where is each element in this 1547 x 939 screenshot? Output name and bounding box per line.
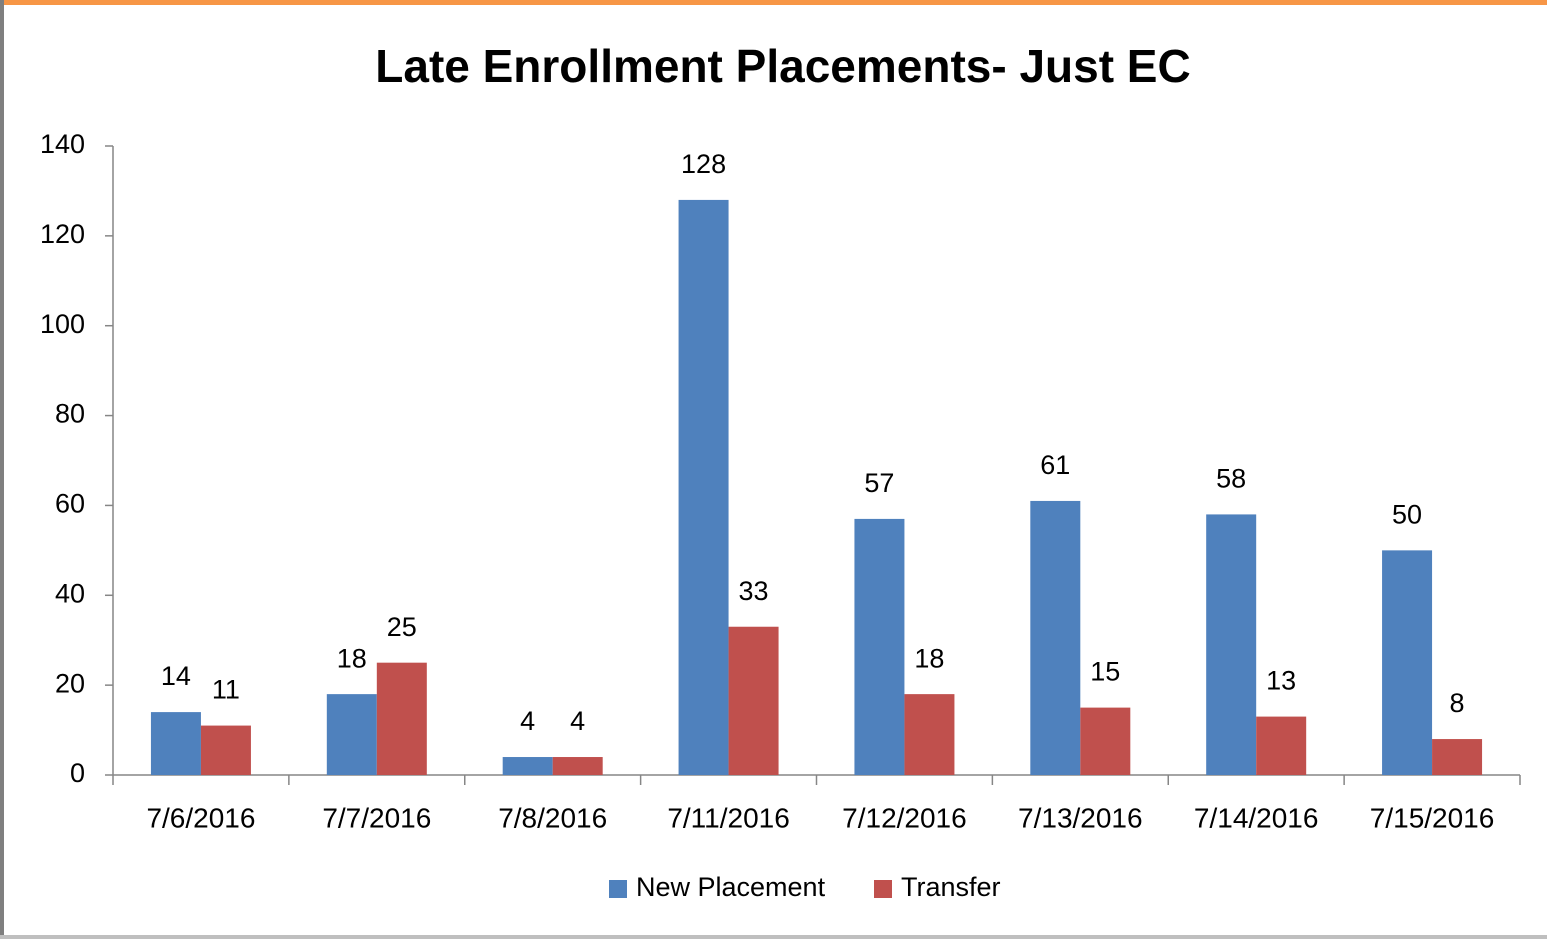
y-tick-label: 80 bbox=[55, 399, 85, 429]
x-tick-label: 7/11/2016 bbox=[667, 802, 790, 833]
data-label: 58 bbox=[1216, 464, 1246, 494]
y-tick-label: 40 bbox=[55, 578, 85, 608]
x-tick-label: 7/14/2016 bbox=[1194, 802, 1319, 833]
data-label: 57 bbox=[864, 468, 894, 498]
x-tick-label: 7/15/2016 bbox=[1370, 802, 1495, 833]
data-label: 8 bbox=[1450, 688, 1465, 718]
y-tick-label: 60 bbox=[55, 489, 85, 519]
bar bbox=[1080, 707, 1131, 775]
y-tick-label: 140 bbox=[40, 129, 85, 159]
y-tick-label: 0 bbox=[70, 758, 85, 788]
data-label: 50 bbox=[1392, 499, 1422, 529]
bar bbox=[678, 199, 729, 775]
bar bbox=[200, 725, 251, 775]
bar bbox=[326, 694, 377, 775]
data-label: 14 bbox=[161, 661, 191, 691]
top-border bbox=[0, 0, 1547, 5]
x-tick-label: 7/8/2016 bbox=[498, 802, 607, 833]
x-tick-label: 7/6/2016 bbox=[146, 802, 255, 833]
data-label: 128 bbox=[681, 149, 726, 179]
x-tick-label: 7/12/2016 bbox=[842, 802, 967, 833]
data-label: 18 bbox=[337, 643, 367, 673]
bar bbox=[1030, 500, 1081, 775]
bar bbox=[904, 694, 955, 775]
bar bbox=[376, 662, 427, 775]
data-label: 11 bbox=[212, 675, 240, 705]
legend-label: New Placement bbox=[636, 872, 826, 902]
bar bbox=[1206, 514, 1257, 775]
data-label: 4 bbox=[520, 706, 535, 736]
left-border bbox=[0, 0, 4, 939]
bar bbox=[1432, 739, 1483, 775]
legend-swatch bbox=[874, 880, 892, 898]
legend-swatch bbox=[609, 880, 627, 898]
bar bbox=[552, 757, 603, 775]
chart-title: Late Enrollment Placements- Just EC bbox=[375, 40, 1190, 92]
data-label: 4 bbox=[570, 706, 585, 736]
x-tick-label: 7/13/2016 bbox=[1018, 802, 1143, 833]
data-label: 25 bbox=[387, 612, 417, 642]
y-tick-label: 20 bbox=[55, 668, 85, 698]
bar bbox=[728, 626, 779, 775]
bar bbox=[502, 757, 553, 775]
bar bbox=[1382, 550, 1433, 775]
y-tick-label: 100 bbox=[40, 309, 85, 339]
data-label: 61 bbox=[1040, 450, 1070, 480]
data-label: 33 bbox=[739, 576, 769, 606]
data-label: 18 bbox=[914, 643, 944, 673]
data-label: 13 bbox=[1266, 666, 1296, 696]
data-label: 15 bbox=[1090, 657, 1120, 687]
bar bbox=[1256, 716, 1307, 775]
bar bbox=[150, 712, 201, 775]
bar bbox=[854, 518, 905, 775]
x-tick-label: 7/7/2016 bbox=[322, 802, 431, 833]
legend-label: Transfer bbox=[901, 872, 1001, 902]
y-tick-label: 120 bbox=[40, 219, 85, 249]
bottom-border bbox=[0, 935, 1547, 939]
